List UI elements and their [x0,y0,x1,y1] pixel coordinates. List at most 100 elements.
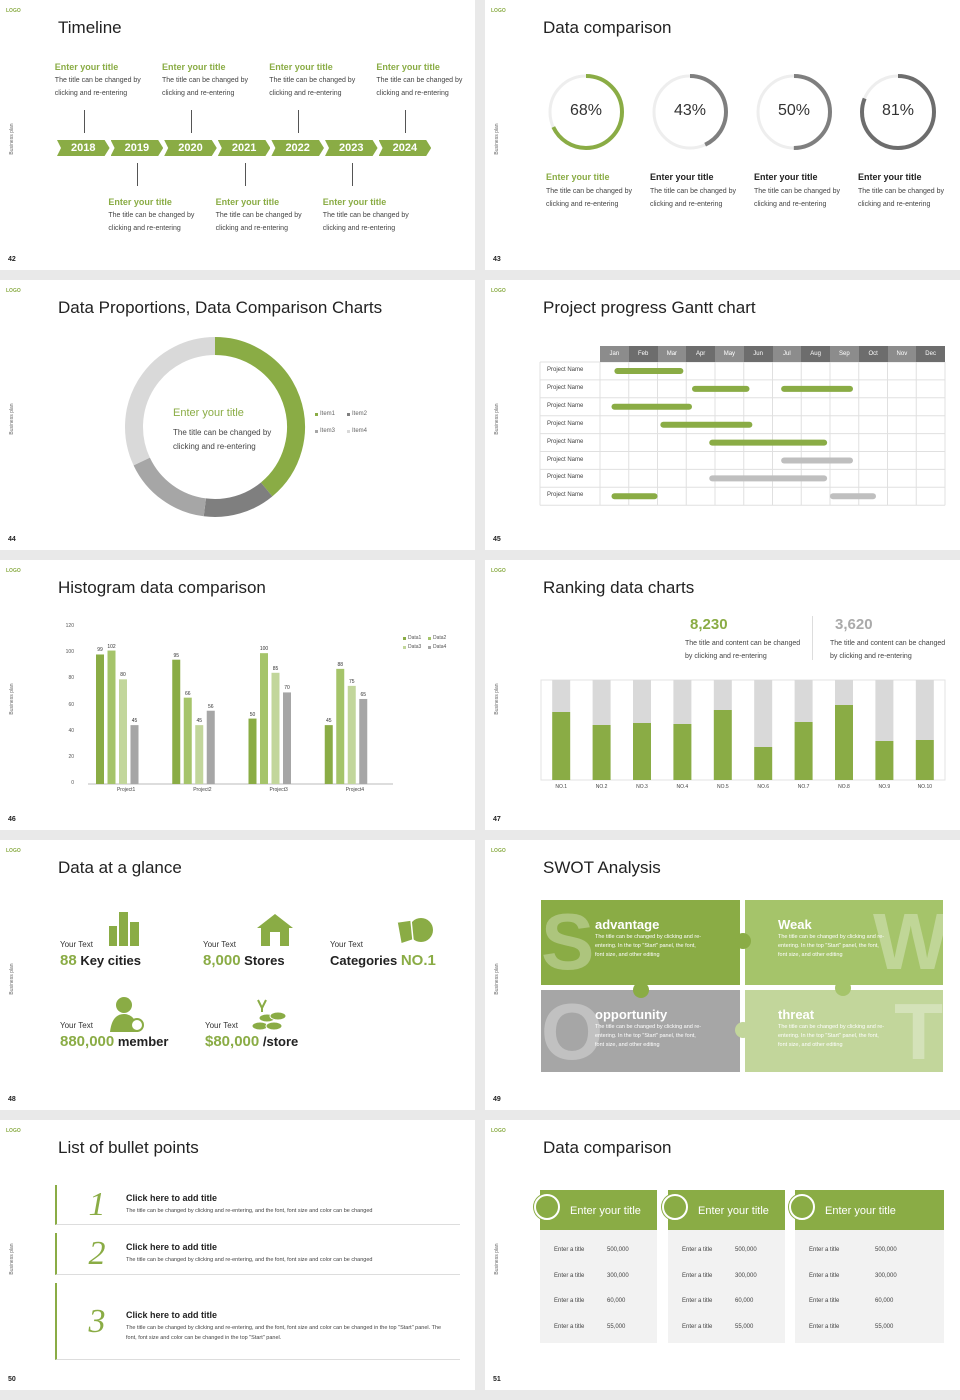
row-label: Enter a title [809,1323,840,1330]
row-value: 60,000 [735,1298,754,1304]
x-tick-label: Project4 [345,787,365,793]
icon-part [130,922,139,946]
row-label: Enter a title [809,1247,840,1253]
logo: LOGO [6,288,21,294]
item-title: Enter your title [546,172,610,182]
connector [351,163,353,186]
bar-segment [552,712,571,780]
month-header: Aug [801,346,830,362]
month-header: Sep [830,346,859,362]
value-label: 100 [259,646,269,653]
bullet-row [55,1283,460,1360]
item-label: Your Text [205,1021,238,1030]
row-label: Enter a title [682,1298,713,1304]
row-value: 60,000 [875,1298,894,1304]
slide-title: Timeline [58,18,122,37]
row-name: Project Name [547,438,584,445]
row-name: Project Name [547,474,584,481]
item-unit: Stores [244,953,285,968]
puzzle-knob [735,1022,751,1038]
bar-segment [794,722,813,780]
event-title: Enter your title [376,62,440,72]
item-text: The title can be changed by clicking and… [650,188,737,208]
value-label: 95 [173,652,180,659]
bar-segment [713,680,732,710]
y-tick-label: 80 [68,675,74,682]
bar-segment [875,680,894,741]
icon-part [409,918,433,942]
x-tick-label: NO.4 [676,784,689,790]
item-title: Enter your title [650,172,714,182]
swot-title: threat [778,1007,815,1022]
x-tick-label: NO.2 [595,784,608,790]
bullet-row [55,1185,460,1225]
value-label: 50 [249,711,256,718]
event-title: Enter your title [322,197,387,207]
logo: LOGO [491,568,506,574]
bar [347,685,356,784]
gantt-bar [781,457,853,464]
row-value: 300,000 [875,1272,897,1279]
year-segment: 2022 [271,140,324,156]
puzzle-knob [735,933,751,949]
icon-part [119,912,128,946]
gantt-bar [692,385,750,392]
item-value: 88 [60,952,77,969]
month-header: Mar [657,346,687,362]
value-label: 45 [325,718,332,725]
icon [396,918,433,945]
bar-segment [835,680,853,705]
connector [137,163,139,186]
ring-label: 43% [673,102,707,119]
value-label: 85 [272,665,279,672]
bar [96,654,104,784]
side-label: Business plan [9,963,15,995]
puzzle-knob [835,980,851,996]
event-text: The title can be changed by clicking and… [108,212,195,232]
side-label: Business plan [9,123,15,155]
swot-letter: S [541,900,595,985]
row-value: 300,000 [735,1272,757,1279]
bullet-row [55,1233,460,1275]
row-label: Enter a title [809,1272,840,1279]
ring-label: 81% [881,102,915,119]
x-tick-label: Project1 [116,787,136,793]
legend-label: Item2 [352,411,368,417]
month-header: Jul [772,346,802,362]
value-label: 65 [360,691,367,698]
bar-segment [713,710,732,780]
item-unit: member [117,1034,169,1049]
legend-label: Data4 [433,644,447,650]
row-value: 60,000 [607,1298,626,1304]
stat-value: 3,620 [835,616,873,633]
value-label: 56 [207,703,214,710]
x-tick-label: NO.6 [757,784,770,790]
card-icon [534,1194,560,1220]
item-unit: /store [262,1034,299,1049]
bar-segment [754,747,773,780]
slide: LOGO Business plan 44 Data Proportions, Dat… [0,280,475,550]
event-text: The title can be changed by clicking and… [54,77,141,97]
year-segment: 2019 [111,140,164,156]
item-text: The title can be changed by clicking and… [754,188,841,208]
bar [183,697,192,784]
gantt-bar [614,368,684,374]
page-number: 48 [8,1096,16,1103]
value-label: 99 [97,647,103,654]
divider [812,616,813,660]
value-label: 102 [107,643,116,650]
month-header: Apr [686,346,715,362]
bar [336,668,345,784]
value-label: 45 [196,718,203,725]
event-text: The title can be changed by clicking and… [322,212,409,232]
item-line: 88 Key cities [60,952,141,969]
bar [359,698,368,784]
row-name: Project Name [547,420,584,427]
bullet-text: The title can be changed by clicking and… [126,1257,373,1263]
legend-label: Item3 [320,428,336,434]
gantt-bar [611,403,692,410]
month-header: Jun [743,346,773,362]
legend-marker [347,413,350,416]
bar [283,692,291,784]
